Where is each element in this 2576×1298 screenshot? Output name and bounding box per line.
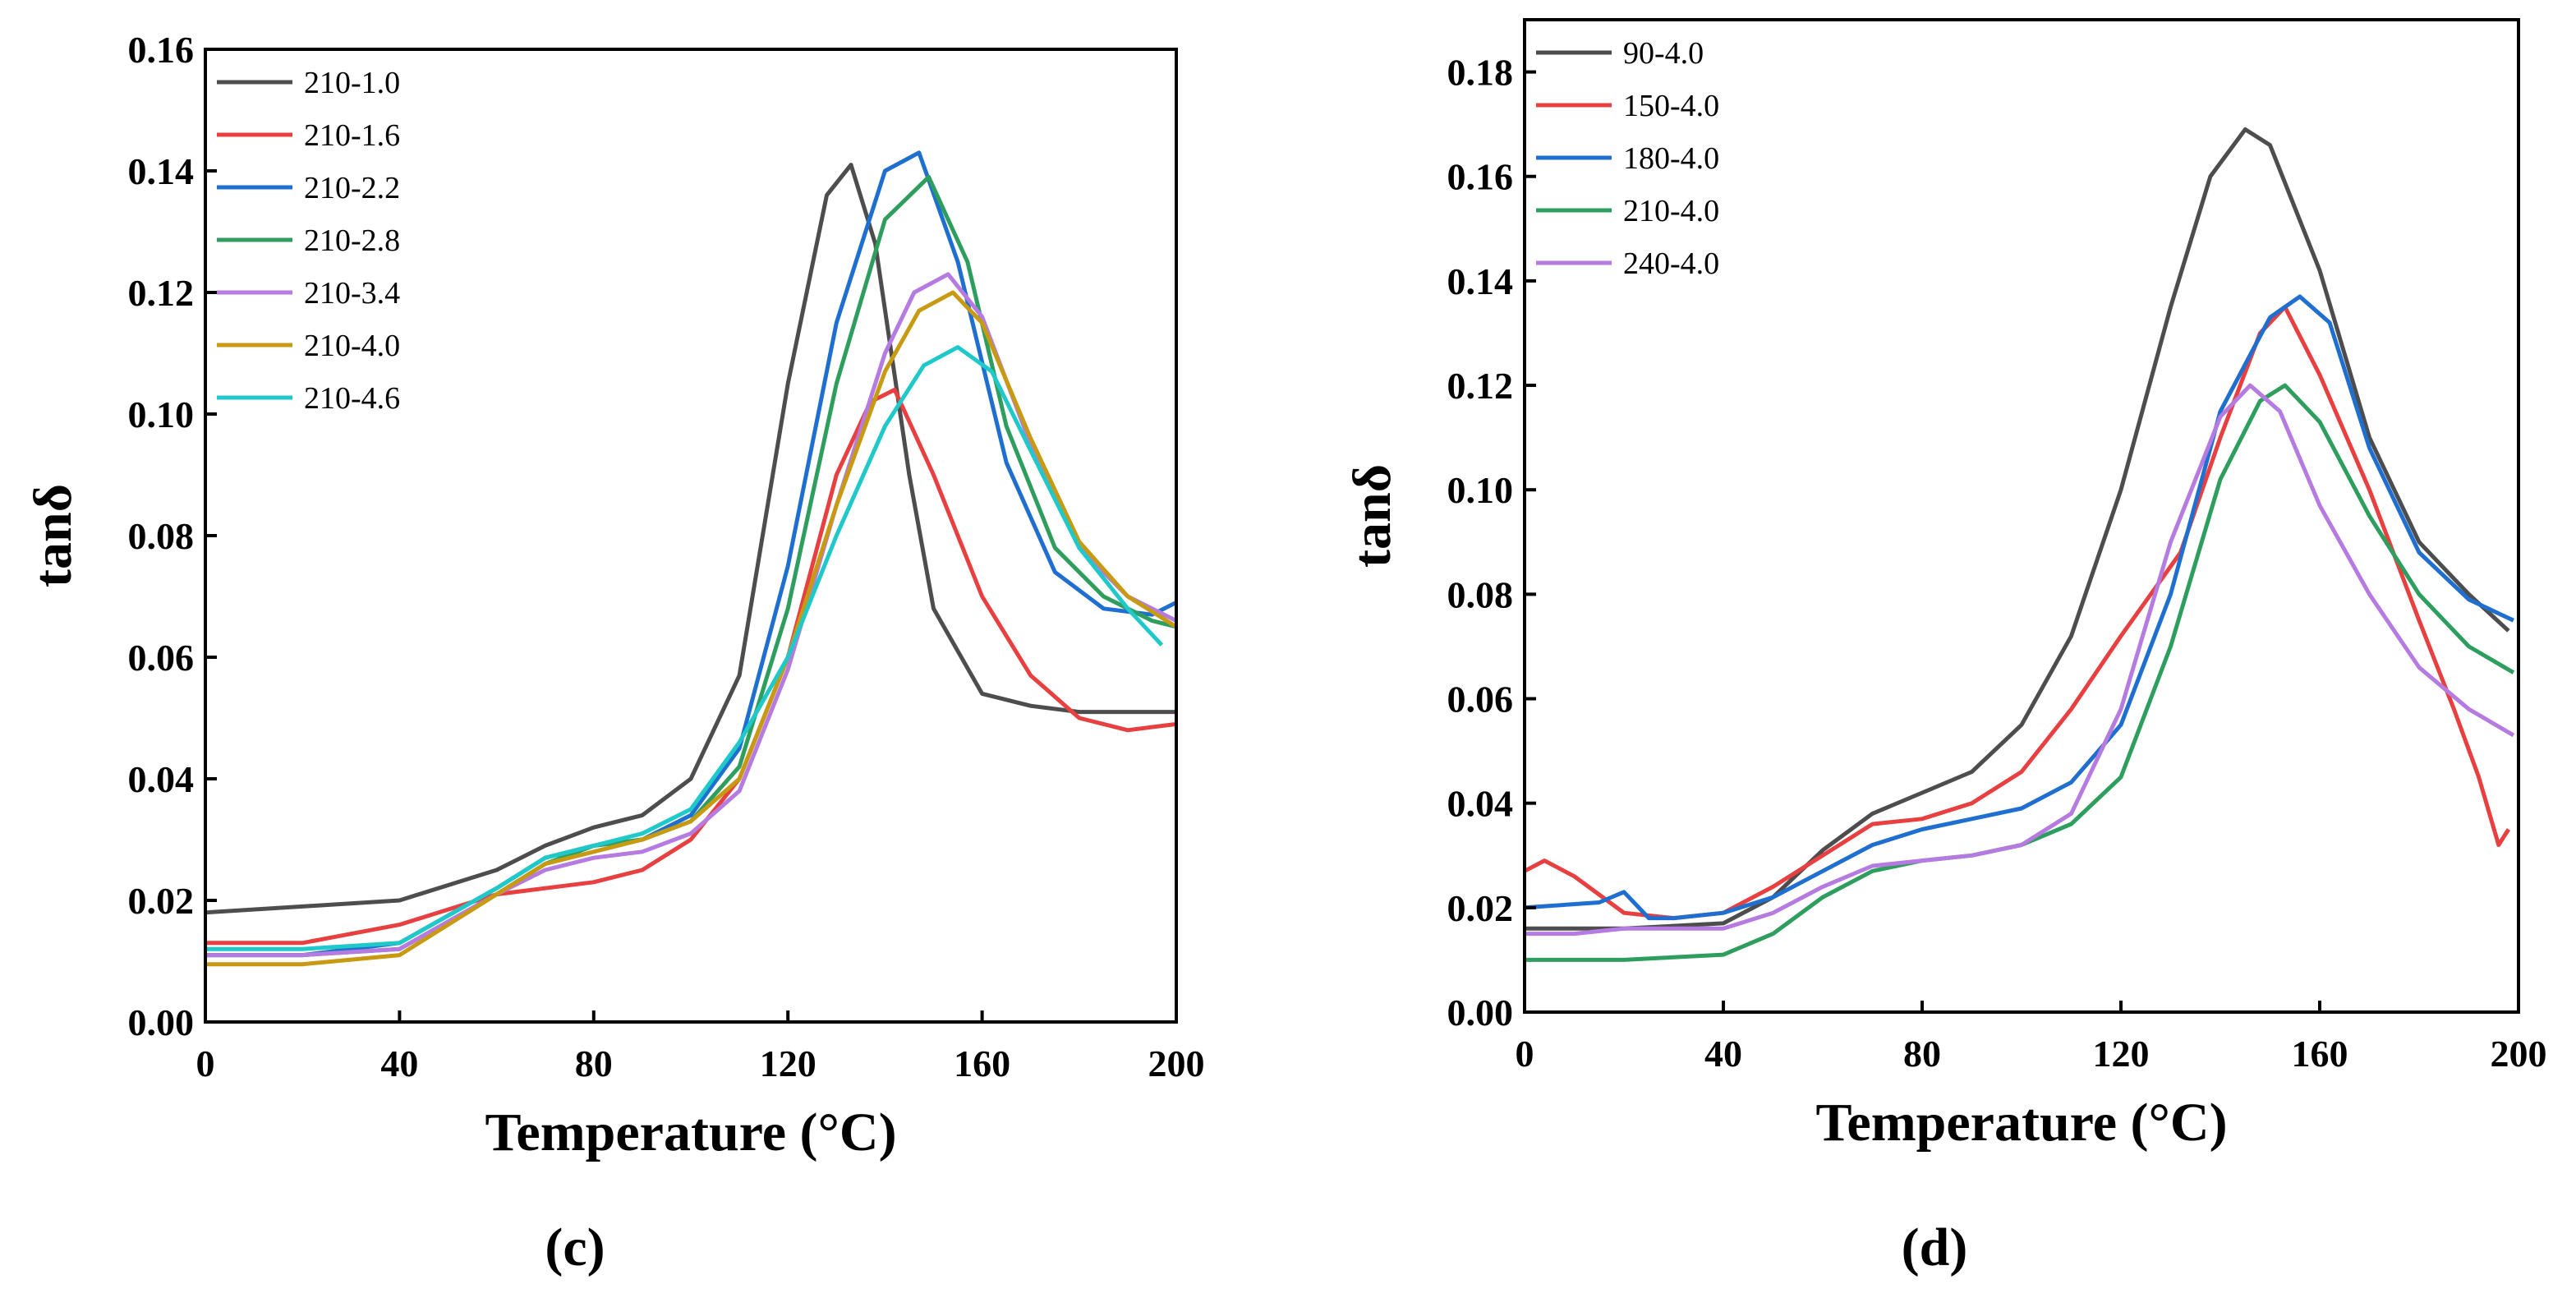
x-tick-label: 160 xyxy=(954,1043,1010,1084)
chart-panel-c: 0 40 80 120 160 200 0.00 0.02 0.04 0.06 0.08 0.10 0.… xyxy=(23,29,1205,1277)
legend-label: 150-4.0 xyxy=(1623,89,1719,123)
y-tick-label: 0.08 xyxy=(1447,573,1514,615)
plot-frame xyxy=(1523,18,2520,1014)
x-tick-label: 200 xyxy=(1148,1043,1205,1084)
legend-label: 210-4.0 xyxy=(304,329,400,363)
series-line-210-1.0 xyxy=(205,163,1176,915)
legend-label: 210-4.0 xyxy=(1623,194,1719,228)
x-tick-label: 0 xyxy=(196,1043,215,1084)
series-line-210-1.6 xyxy=(205,387,1177,946)
y-tick-label: 0.16 xyxy=(1447,156,1514,198)
y-tick-label: 0.08 xyxy=(128,515,195,557)
y-tick-label: 0.14 xyxy=(128,150,195,192)
y-tick-label: 0.06 xyxy=(1447,679,1514,720)
y-tick-label: 0.10 xyxy=(128,394,195,435)
panel-label: (c) xyxy=(545,1217,605,1277)
x-tick-label: 120 xyxy=(760,1043,816,1084)
series-line-210-4.6 xyxy=(205,345,1164,951)
panel-label: (d) xyxy=(1902,1217,1968,1277)
y-tick-label: 0.06 xyxy=(128,637,195,679)
legend-label: 210-1.0 xyxy=(304,66,400,100)
series-line-210-4.0 xyxy=(1525,383,2515,962)
series-line-210-3.4 xyxy=(205,272,1178,958)
series-line-240-4.0 xyxy=(1525,383,2515,937)
x-tick-label: 80 xyxy=(575,1043,613,1084)
x-axis-label: Temperature (°C) xyxy=(485,1102,896,1162)
y-tick-label: 0.04 xyxy=(128,758,195,800)
y-tick-label: 0.00 xyxy=(128,1001,195,1043)
y-tick-label: 0.02 xyxy=(128,880,195,922)
x-tick-label: 40 xyxy=(1704,1033,1742,1075)
y-tick-label: 0.14 xyxy=(1447,260,1514,302)
legend-label: 210-2.8 xyxy=(304,223,400,258)
legend-label: 90-4.0 xyxy=(1623,36,1704,71)
series-line-180-4.0 xyxy=(1524,294,2514,921)
legend-label: 210-1.6 xyxy=(304,118,400,153)
x-tick-label: 0 xyxy=(1516,1033,1534,1075)
y-tick-label: 0.12 xyxy=(1447,365,1514,407)
x-tick-label: 200 xyxy=(2491,1033,2547,1075)
y-tick-label: 0.10 xyxy=(1447,469,1514,511)
legend-label: 210-2.2 xyxy=(304,171,400,205)
x-axis-label: Temperature (°C) xyxy=(1815,1093,2227,1153)
x-tick-label: 160 xyxy=(2292,1033,2348,1075)
chart-panel-d: 0 40 80 120 160 200 0.00 0.02 0.04 0.06 0.08 0.10 0.… xyxy=(1342,18,2547,1277)
series-line-90-4.0 xyxy=(1525,127,2510,931)
legend-label: 180-4.0 xyxy=(1623,141,1719,176)
x-tick-label: 80 xyxy=(1903,1033,1941,1075)
legend-label: 210-4.6 xyxy=(304,381,400,416)
x-tick-label: 120 xyxy=(2093,1033,2150,1075)
y-tick-label: 0.00 xyxy=(1447,992,1514,1033)
y-tick-label: 0.18 xyxy=(1447,52,1514,94)
y-tick-label: 0.02 xyxy=(1447,887,1514,929)
x-tick-label: 40 xyxy=(380,1043,418,1084)
y-tick-label: 0.16 xyxy=(128,29,195,71)
y-axis-label: tanδ xyxy=(1342,464,1402,568)
y-tick-label: 0.12 xyxy=(128,272,195,314)
y-tick-label: 0.04 xyxy=(1447,783,1514,825)
legend-label: 210-3.4 xyxy=(304,276,400,311)
y-axis-label: tanδ xyxy=(23,484,83,587)
legend-label: 240-4.0 xyxy=(1623,246,1719,281)
series-line-150-4.0 xyxy=(1523,305,2511,921)
